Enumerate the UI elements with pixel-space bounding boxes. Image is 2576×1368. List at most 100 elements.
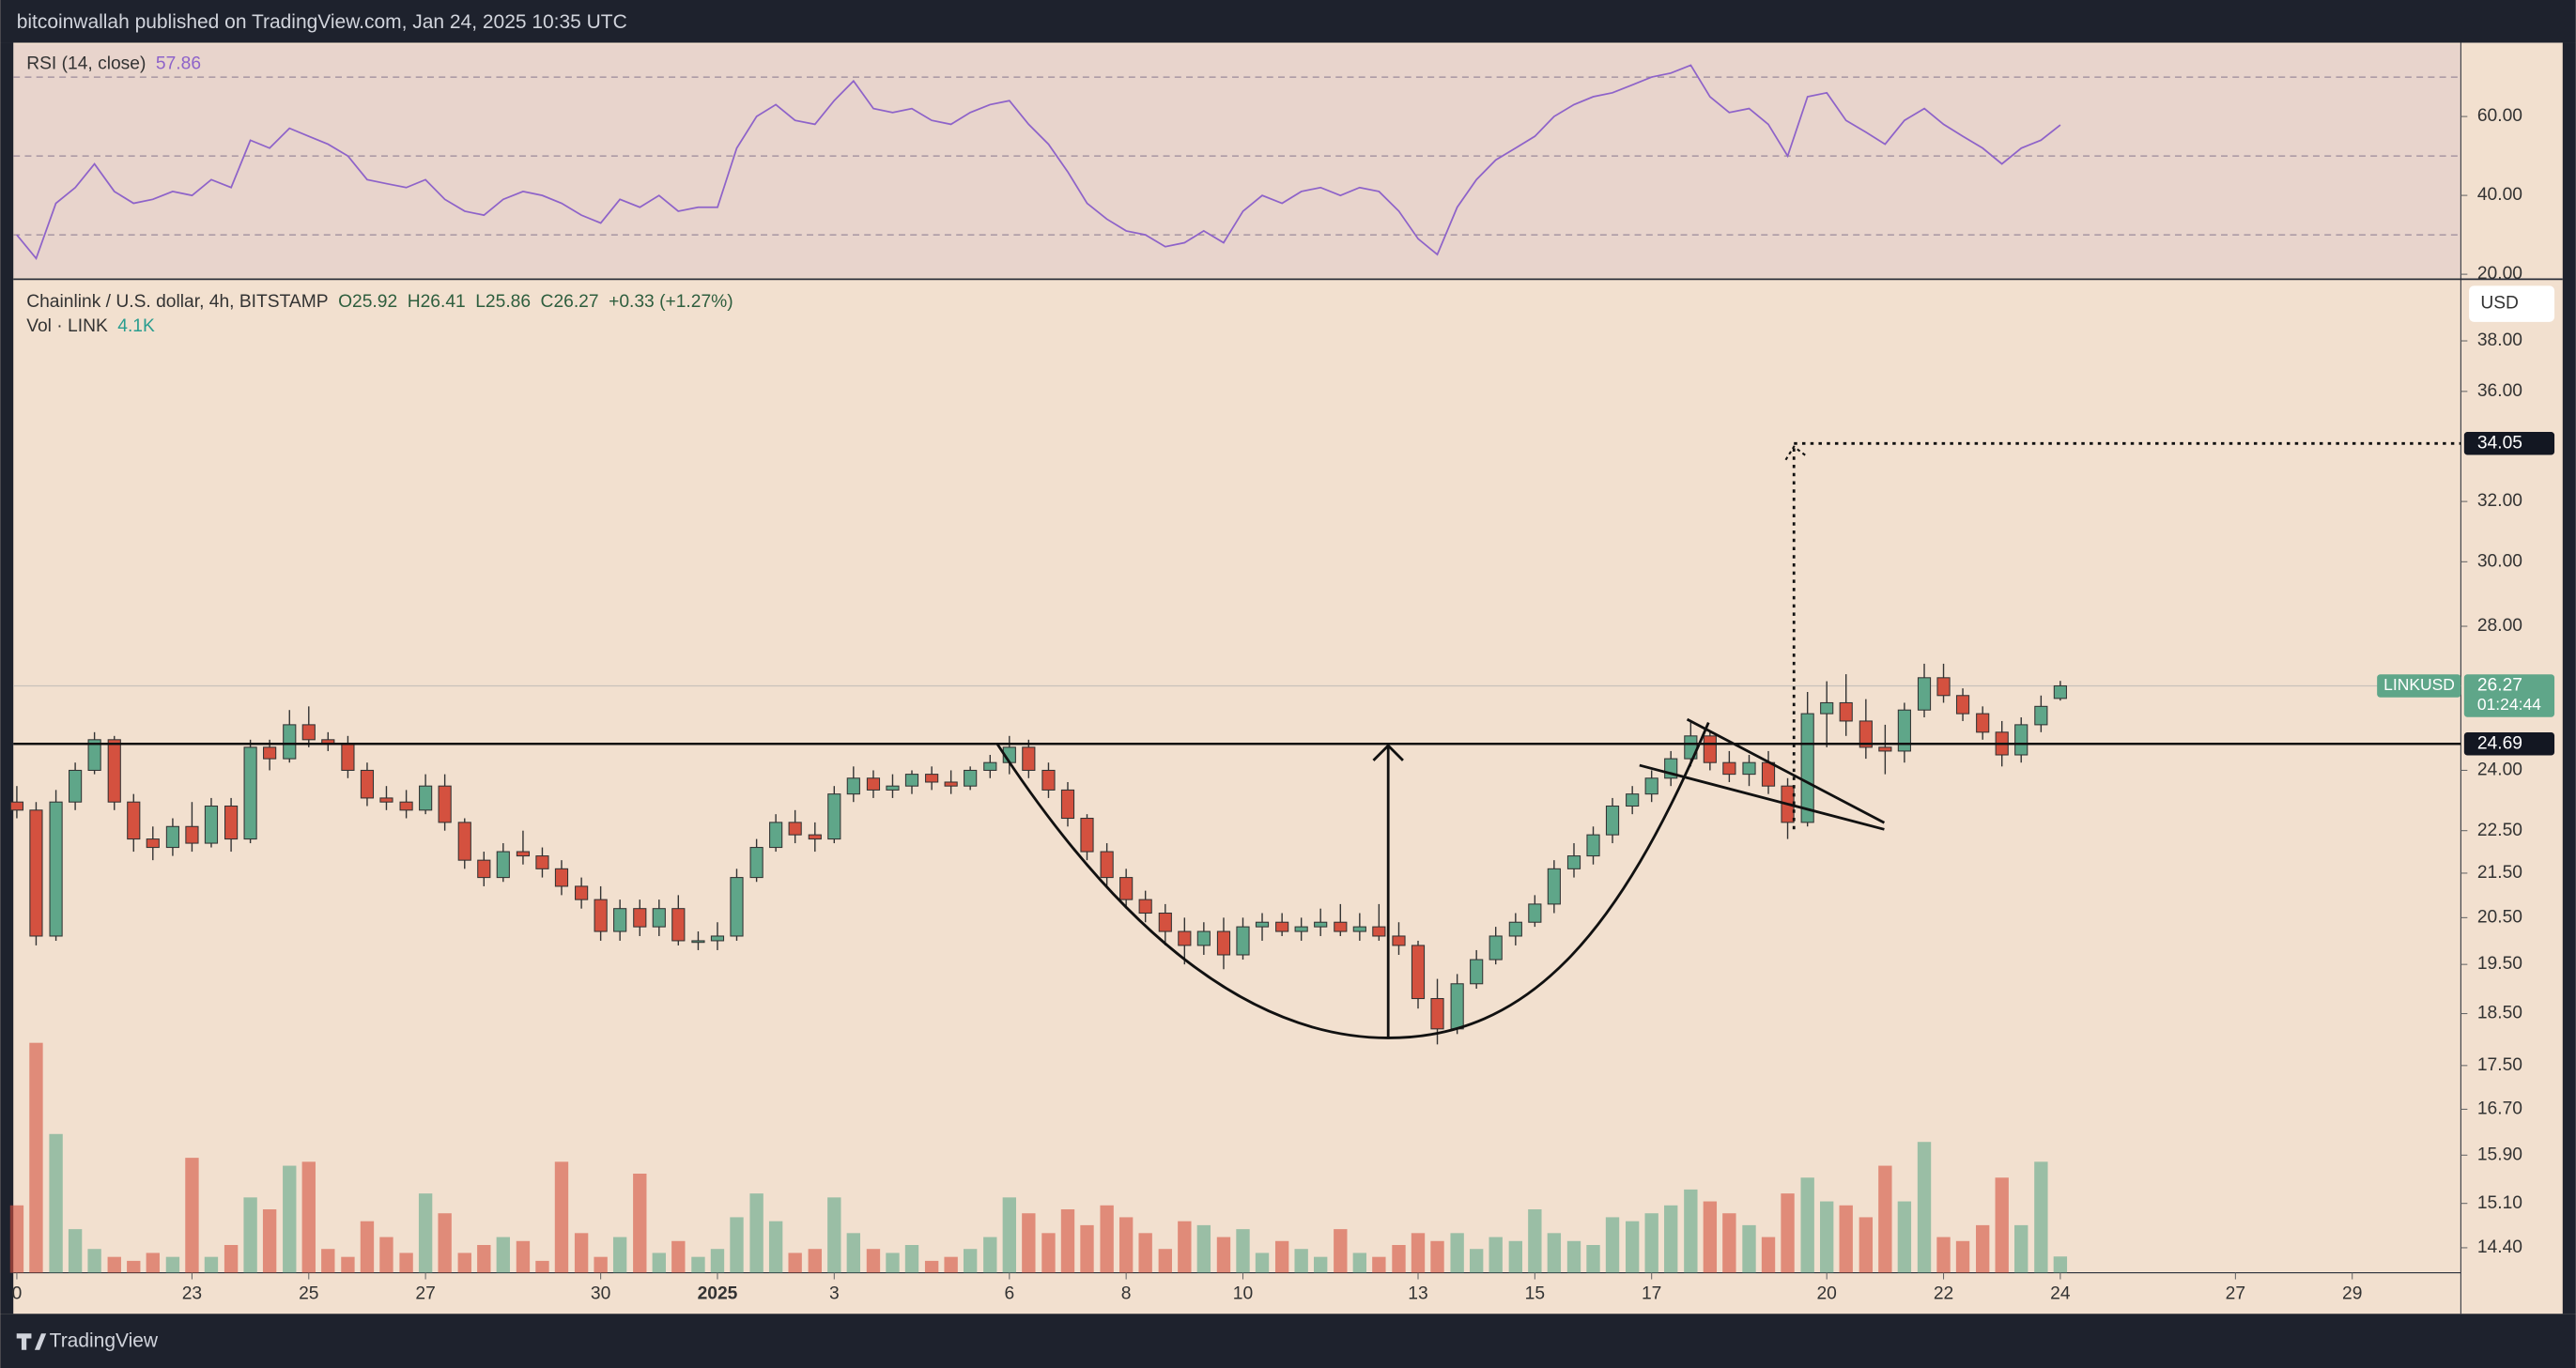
candle-body — [1547, 868, 1561, 905]
volume-bar — [1684, 1189, 1698, 1273]
volume-bar — [146, 1253, 160, 1273]
volume-bar — [87, 1249, 101, 1273]
volume-bar — [1274, 1240, 1289, 1273]
countdown: 01:24:44 — [2477, 695, 2541, 714]
x-tick-label: 25 — [299, 1283, 318, 1303]
candle-body — [2053, 684, 2067, 699]
candle-body — [1839, 701, 1853, 722]
x-tick-label: 15 — [1525, 1283, 1545, 1303]
volume-bar — [283, 1165, 297, 1273]
volume-bar — [1352, 1253, 1367, 1273]
candle-body — [1022, 746, 1036, 771]
candle-body — [1236, 926, 1250, 956]
candle-body — [1119, 877, 1134, 900]
volume-bar — [963, 1249, 978, 1273]
candle-body — [808, 834, 822, 840]
rsi-band-fill — [13, 44, 2461, 278]
x-tick-label: 22 — [1934, 1283, 1953, 1303]
volume-bar — [1314, 1256, 1328, 1273]
volume-bar — [1566, 1240, 1581, 1273]
right-edge — [2562, 42, 2576, 1314]
volume-bar — [827, 1197, 841, 1273]
legend-change: +0.33 (+1.27%) — [609, 292, 733, 312]
volume-bar — [612, 1237, 627, 1273]
volume-bar — [1722, 1213, 1736, 1273]
volume-bar — [652, 1253, 666, 1273]
volume-bar — [808, 1249, 822, 1273]
volume-bar — [1138, 1233, 1152, 1273]
cup-curve — [995, 722, 1710, 1039]
candle-body — [107, 739, 121, 803]
candle-body — [204, 805, 219, 844]
y-tick-label: 24.00 — [2477, 761, 2522, 780]
candle-body — [691, 940, 705, 944]
candle-body — [1917, 677, 1932, 711]
legend-open: O25.92 — [338, 292, 397, 312]
volume-bar — [1528, 1209, 1542, 1273]
candle-body — [185, 825, 199, 844]
y-tick-label: 15.10 — [2477, 1193, 2522, 1213]
volume-bar — [1196, 1224, 1211, 1273]
arrow-head — [1372, 744, 1404, 761]
candle-body — [788, 822, 802, 836]
volume-bar — [904, 1244, 919, 1273]
candle-body — [9, 801, 24, 811]
candle-body — [1800, 713, 1814, 823]
volume-bar — [846, 1233, 861, 1273]
volume-bar — [574, 1233, 589, 1273]
volume-bar — [1976, 1224, 1990, 1273]
volume-bar — [1547, 1233, 1562, 1273]
volume-bar — [1060, 1209, 1075, 1273]
candle-body — [1080, 817, 1094, 853]
left-edge — [0, 42, 14, 1314]
legend-title: Chainlink / U.S. dollar, 4h, BITSTAMP — [26, 292, 328, 312]
volume-bar — [1839, 1205, 1853, 1273]
volume-bar — [1897, 1201, 1912, 1273]
y-tick-label: 30.00 — [2477, 551, 2522, 571]
currency[interactable]: USD — [2480, 294, 2519, 314]
volume-bar — [68, 1229, 83, 1273]
candle-body — [283, 724, 297, 760]
candle-body — [1100, 851, 1114, 879]
volume-bar — [1936, 1237, 1951, 1273]
candle-body — [1722, 761, 1736, 776]
y-tick-label: 20.50 — [2477, 907, 2522, 927]
x-tick-label: 29 — [2342, 1283, 2362, 1303]
volume-bar — [1781, 1193, 1795, 1273]
volume-bar — [749, 1193, 764, 1273]
candle-body — [1605, 805, 1620, 836]
candle-body — [886, 785, 900, 791]
candle-body — [263, 746, 277, 760]
volume-bar — [710, 1249, 725, 1273]
volume-bar — [496, 1237, 510, 1273]
candle-body — [1430, 998, 1444, 1030]
labels: 38.00 36.00 32.00 30.00 28.00 24.00 22.50 21.50… — [12, 54, 2555, 1303]
candle-body — [535, 855, 549, 869]
price-line-label: 24.69 — [2477, 733, 2522, 753]
y-tick-label: 19.50 — [2477, 954, 2522, 974]
y-tick-label: 15.90 — [2477, 1145, 2522, 1164]
volume-bar — [1158, 1249, 1172, 1273]
candle-body — [127, 801, 141, 840]
symbol-box — [2377, 674, 2461, 698]
volume-bar — [1800, 1177, 1814, 1273]
candle-body — [1255, 921, 1270, 928]
candle-body — [165, 825, 180, 849]
price-line-label: 34.05 — [2477, 433, 2522, 453]
candle-body — [944, 781, 958, 787]
volume-bar — [1644, 1213, 1658, 1273]
volume-bar — [983, 1237, 997, 1273]
y-tick-label: 17.50 — [2477, 1055, 2522, 1075]
candle-body — [2034, 705, 2048, 726]
currency-box[interactable] — [2469, 285, 2555, 322]
x-tick-label: 8 — [1121, 1283, 1132, 1303]
x-tick-label: 6 — [1004, 1283, 1014, 1303]
volume-bar — [1100, 1205, 1114, 1273]
target-head — [1784, 445, 1808, 461]
volume-bar — [1430, 1240, 1444, 1273]
legend-close: C26.27 — [541, 292, 599, 312]
last-price-box — [2463, 674, 2555, 717]
volume-bar — [1450, 1233, 1464, 1273]
